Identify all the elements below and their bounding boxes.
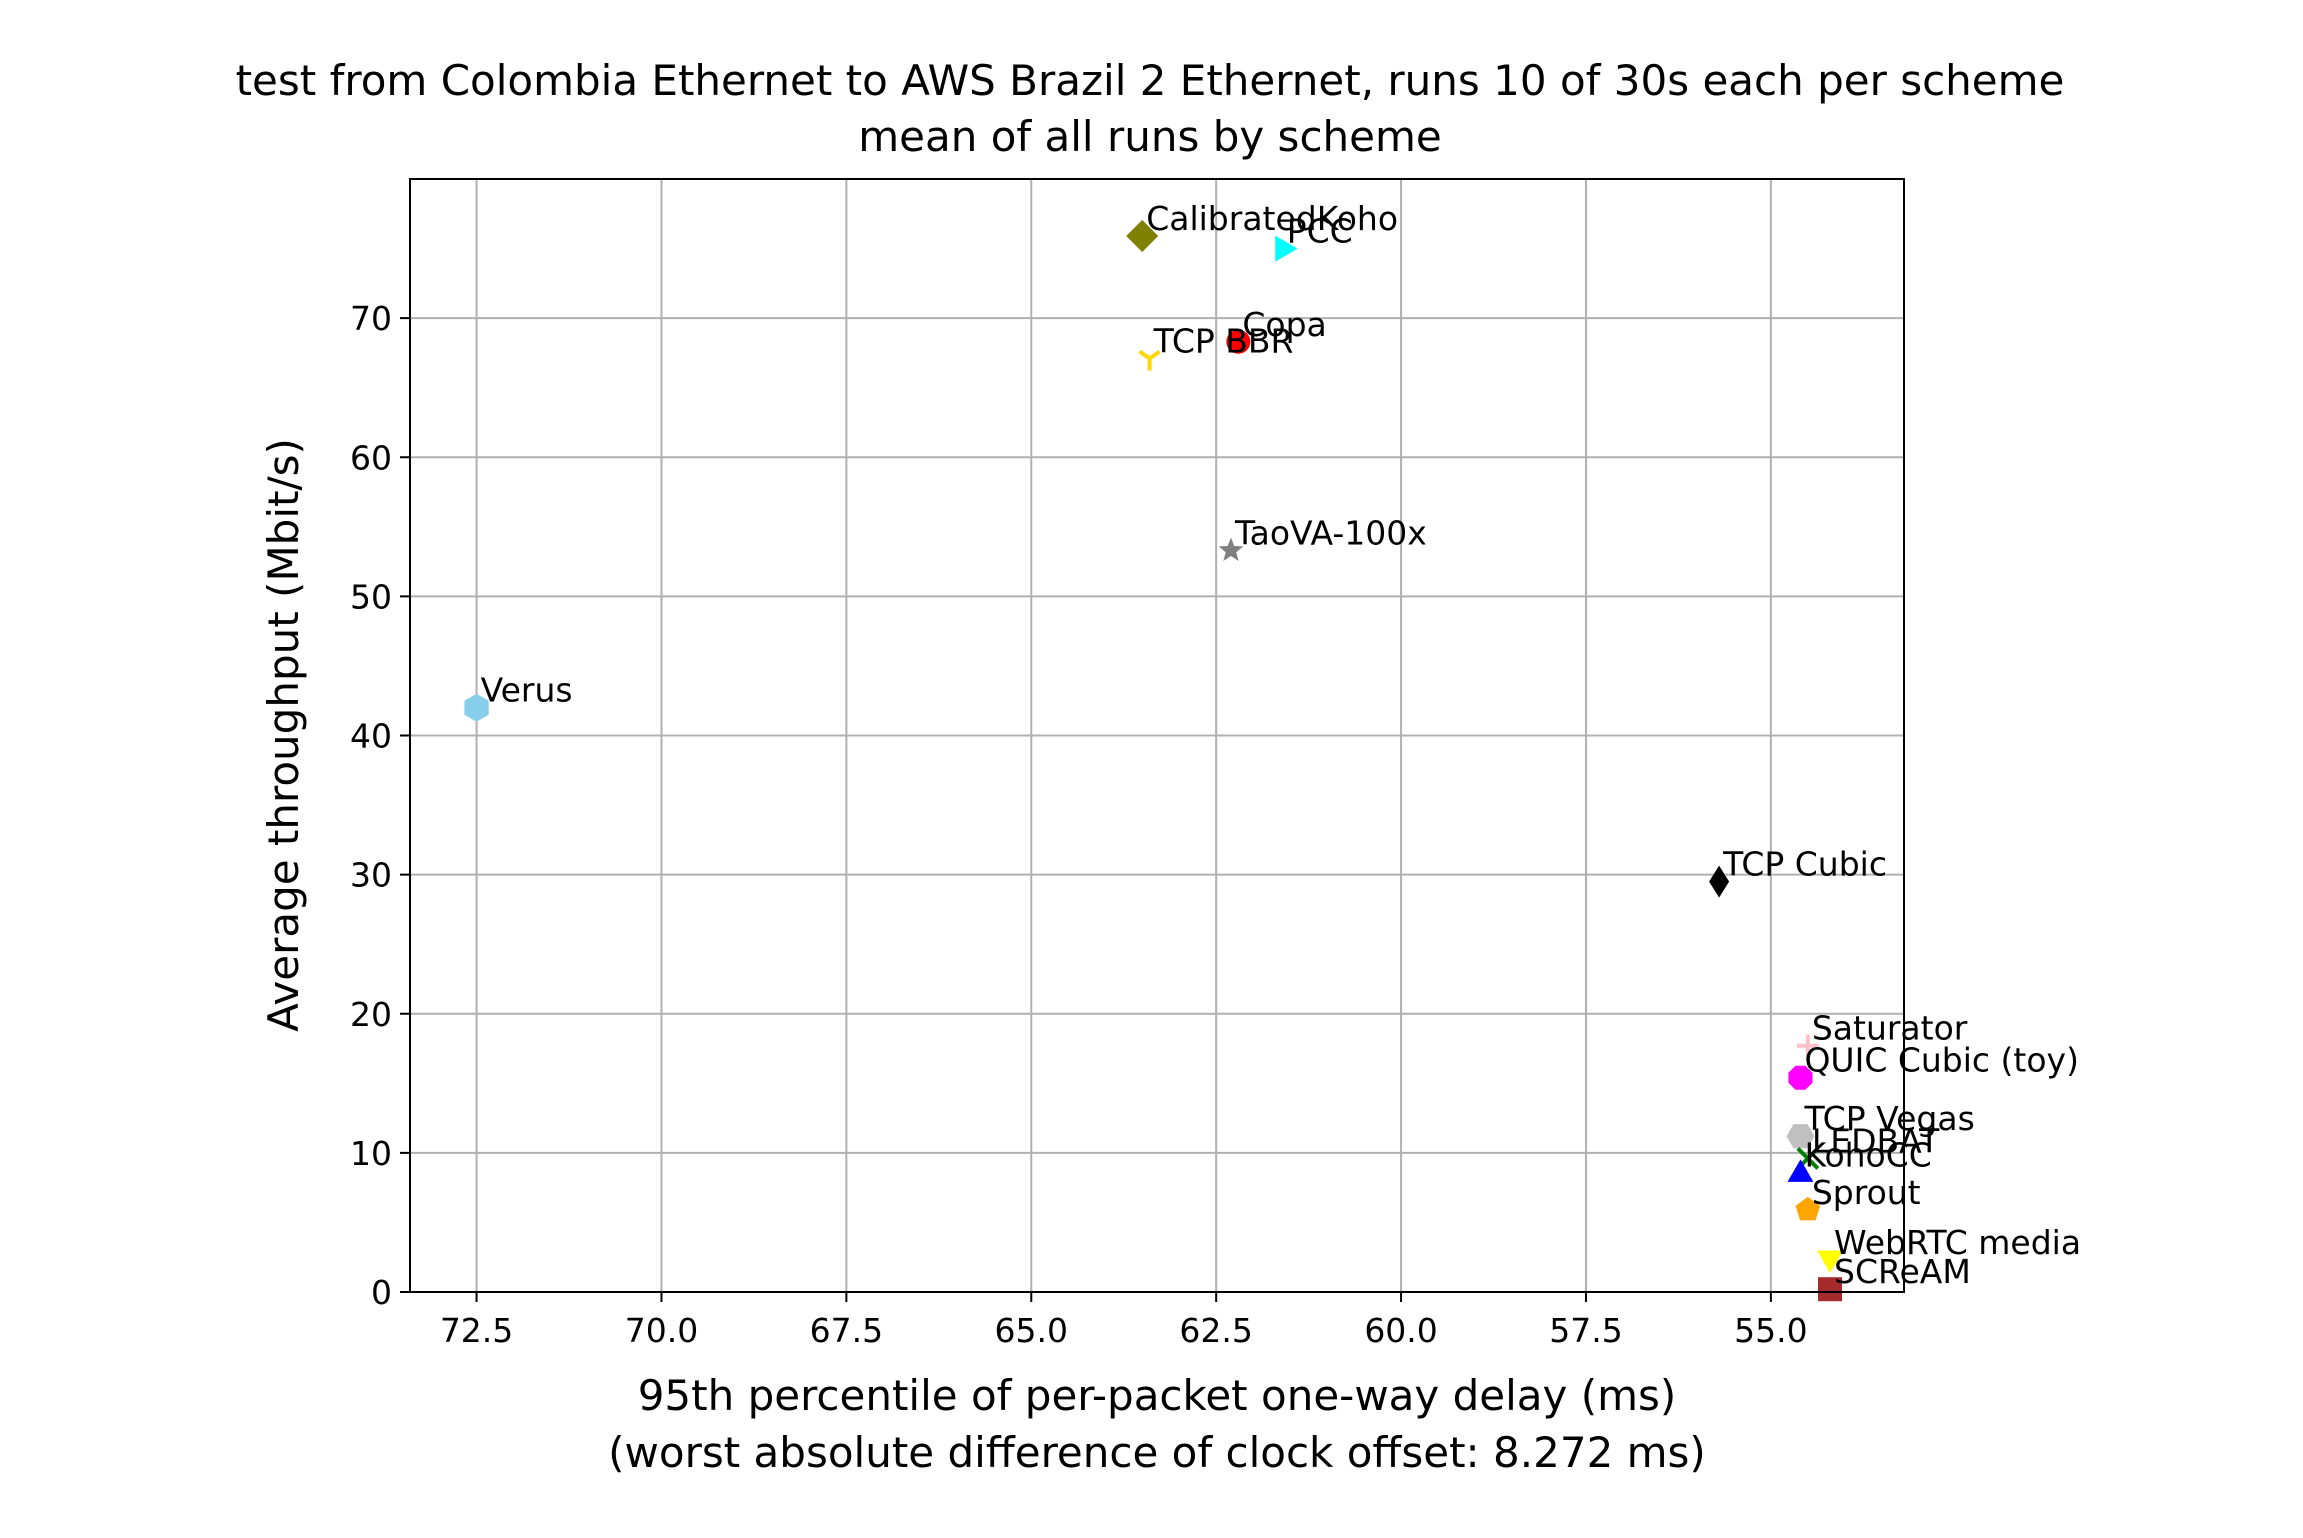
point-label-ledbat: LEDBAT [1812, 1121, 1940, 1160]
y-tick-label: 50 [350, 577, 392, 616]
chart-title: test from Colombia Ethernet to AWS Brazi… [236, 56, 2065, 105]
point-label-verus: Verus [481, 671, 573, 710]
y-tick-label: 20 [350, 995, 392, 1034]
point-label-scream: SCReAM [1834, 1252, 1971, 1291]
point-label-calibratedkoho: CalibratedKoho [1146, 199, 1398, 238]
point-tcp-bbr [1138, 349, 1161, 371]
point-calibratedkoho [1126, 220, 1159, 252]
point-label-sprout: Sprout [1812, 1173, 1921, 1212]
x-tick-label: 72.5 [440, 1311, 513, 1350]
point-copa [1226, 329, 1251, 354]
x-tick-label: 57.5 [1549, 1311, 1622, 1350]
ticks: 72.5 70.0 67.5 65.0 62.5 60.0 57.5 55.0 0 10 20 30 4… [350, 299, 1808, 1350]
y-tick-label: 60 [350, 438, 392, 477]
x-tick-label: 55.0 [1734, 1311, 1807, 1350]
y-tick-label: 0 [371, 1273, 392, 1312]
x-tick-label: 67.5 [810, 1311, 883, 1350]
point-label-tcp-bbr: TCP BBR [1153, 321, 1294, 360]
point-tcp-cubic [1709, 865, 1730, 898]
x-tick-label: 62.5 [1179, 1311, 1252, 1350]
point-taova-100x [1218, 537, 1244, 561]
point-scream [1818, 1277, 1843, 1302]
x-axis-label-secondary: (worst absolute difference of clock offs… [608, 1428, 1706, 1477]
point-verus [464, 693, 489, 722]
point-label-saturator: Saturator [1812, 1009, 1968, 1048]
x-tick-label: 70.0 [625, 1311, 698, 1350]
point-label-quic-cubic-toy: QUIC Cubic (toy) [1804, 1041, 2079, 1080]
point-tcp-vegas [1786, 1124, 1815, 1149]
plot-frame [409, 178, 1905, 1293]
y-tick-label: 70 [350, 299, 392, 338]
y-tick-label: 40 [350, 717, 392, 756]
point-pcc [1275, 235, 1298, 262]
point-label-tcp-vegas: TCP Vegas [1803, 1099, 1974, 1138]
point-label-pcc: PCC [1287, 212, 1353, 251]
point-label-webrtc-media: WebRTC media [1834, 1223, 2081, 1262]
point-sprout [1795, 1196, 1821, 1221]
y-axis-label: Average throughput (Mbit/s) [259, 438, 308, 1032]
x-tick-label: 65.0 [995, 1311, 1068, 1350]
data-points [464, 220, 1843, 1302]
point-label-kohocc: KohoCC [1804, 1135, 1931, 1174]
point-label-copa: Copa [1242, 305, 1326, 344]
point-label-tcp-cubic: TCP Cubic [1722, 845, 1887, 884]
point-saturator [1796, 1034, 1819, 1057]
chart-subtitle: mean of all runs by scheme [858, 112, 1442, 161]
x-axis-label: 95th percentile of per-packet one-way de… [638, 1371, 1677, 1420]
x-tick-label: 60.0 [1364, 1311, 1437, 1350]
y-tick-label: 30 [350, 856, 392, 895]
y-tick-label: 10 [350, 1134, 392, 1173]
point-webrtc-media [1817, 1250, 1843, 1273]
point-label-taova-100x: TaoVA-100x [1234, 513, 1427, 552]
point-quic-cubic-toy [1788, 1065, 1813, 1090]
point-kohocc [1787, 1159, 1814, 1182]
